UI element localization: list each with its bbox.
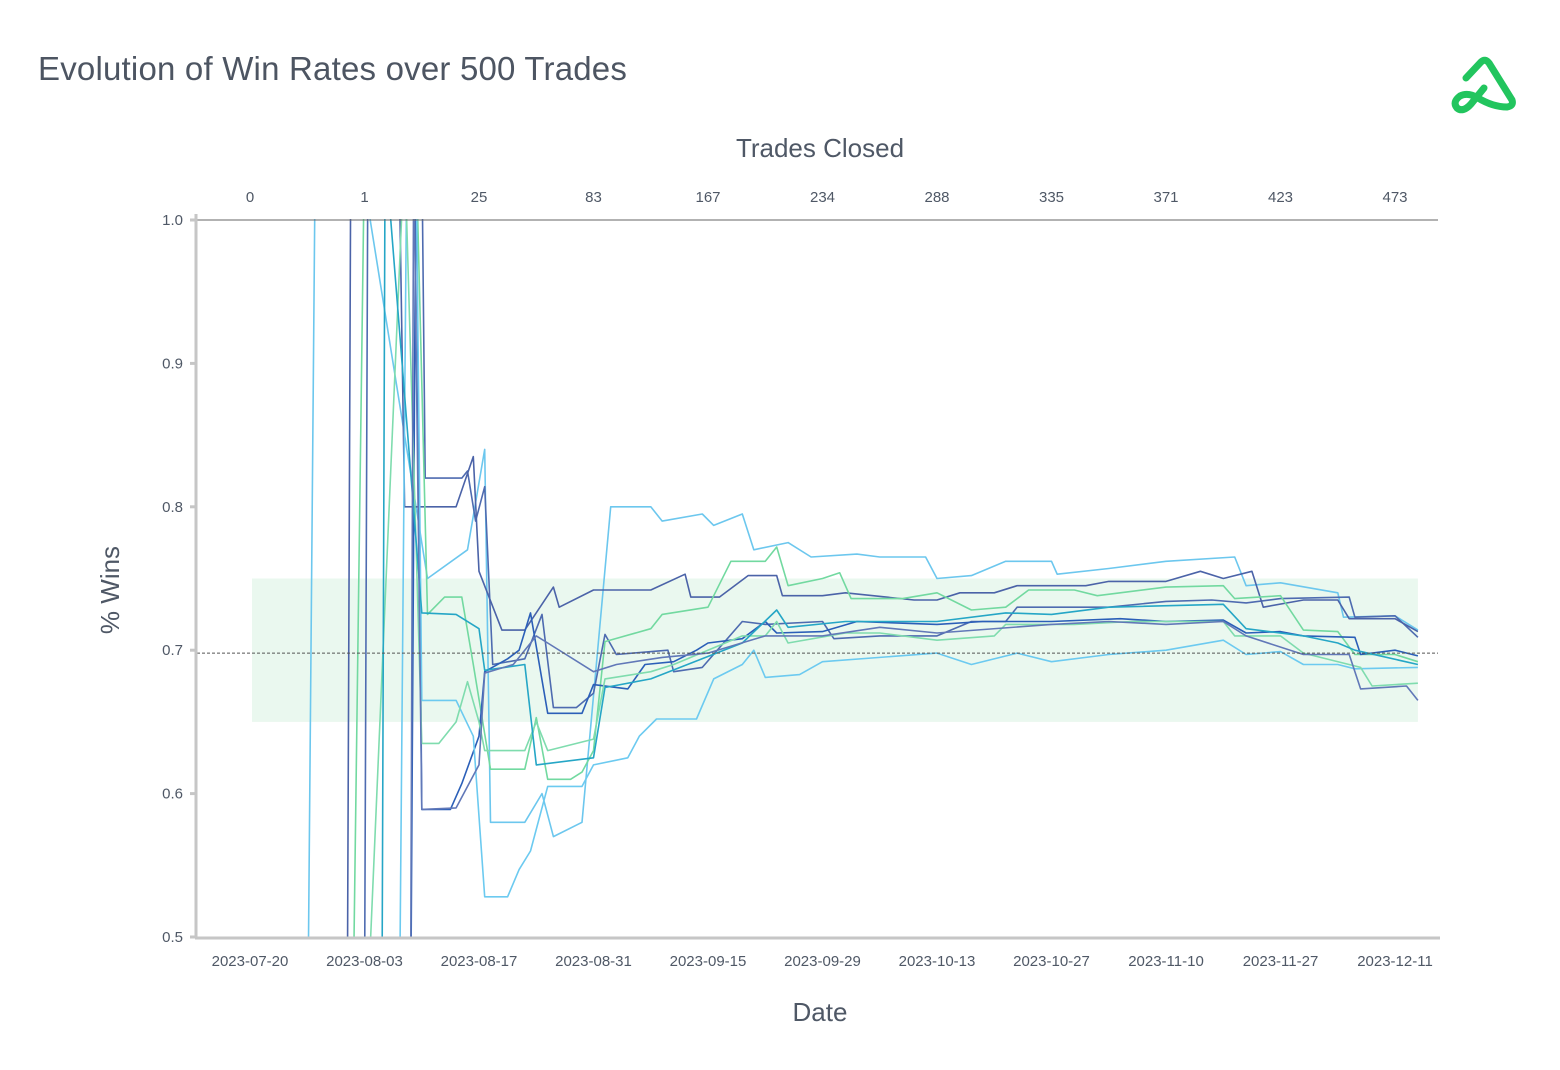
target-band xyxy=(252,578,1418,722)
y-tick-label: 0.5 xyxy=(162,929,183,946)
chart-title: Evolution of Win Rates over 500 Trades xyxy=(38,50,628,87)
x-tick-label: 2023-10-27 xyxy=(1013,953,1090,970)
x-tick-label: 2023-11-10 xyxy=(1128,953,1204,970)
series-line-6 xyxy=(399,219,1418,937)
x2-tick-label: 335 xyxy=(1039,189,1064,206)
x2-tick-label: 1 xyxy=(360,189,368,206)
x-axis-label: Date xyxy=(793,997,848,1027)
x2-tick-label: 288 xyxy=(924,189,949,206)
x-tick-label: 2023-07-20 xyxy=(212,953,289,970)
x-tick-label: 2023-08-03 xyxy=(326,953,403,970)
series-line-4 xyxy=(353,219,1419,937)
x2-tick-label: 473 xyxy=(1382,189,1407,206)
y-tick-label: 0.7 xyxy=(162,642,183,659)
y-tick-label: 0.6 xyxy=(162,786,183,803)
y-axis-label: % Wins xyxy=(95,546,125,634)
x-tick-label: 2023-12-11 xyxy=(1357,953,1433,970)
brand-logo-icon xyxy=(1451,56,1516,114)
x-tick-label: 2023-11-27 xyxy=(1243,953,1319,970)
series-line-3 xyxy=(346,219,1419,937)
x2-tick-label: 25 xyxy=(471,189,488,206)
x-tick-label: 2023-08-17 xyxy=(441,953,518,970)
y-tick-label: 1.0 xyxy=(162,212,183,229)
y-tick-label: 0.8 xyxy=(162,499,183,516)
x2-axis-label: Trades Closed xyxy=(736,133,904,163)
x2-tick-label: 423 xyxy=(1268,189,1293,206)
x2-tick-label: 371 xyxy=(1153,189,1178,206)
series-line-9 xyxy=(410,219,1419,937)
x2-tick-label: 167 xyxy=(695,189,720,206)
x2-tick-label: 234 xyxy=(810,189,835,206)
x-tick-label: 2023-10-13 xyxy=(899,953,976,970)
x2-tick-label: 83 xyxy=(585,189,602,206)
y-tick-label: 0.9 xyxy=(162,355,183,372)
series-line-2 xyxy=(363,219,1419,937)
x2-tick-label: 0 xyxy=(246,189,254,206)
x-tick-label: 2023-09-15 xyxy=(670,953,747,970)
x-tick-label: 2023-09-29 xyxy=(784,953,861,970)
series-line-8 xyxy=(381,219,1419,937)
x-tick-label: 2023-08-31 xyxy=(555,953,632,970)
